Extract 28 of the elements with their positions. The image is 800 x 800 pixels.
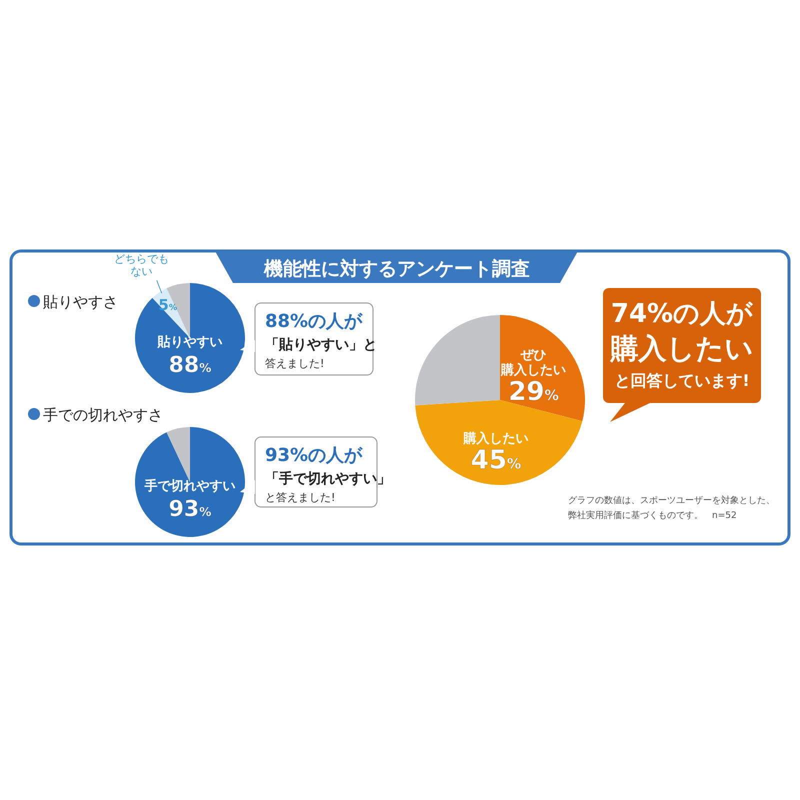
text: 貼りやすさ [43, 293, 118, 311]
pie-slice [135, 427, 245, 537]
pie-slice [415, 400, 582, 485]
text: 「手で切れやすい」 [265, 470, 391, 487]
slice-label: ぜひ購入したい [500, 348, 566, 378]
slice-label: 手で切れやすい [144, 478, 236, 494]
data-label: 93% [168, 497, 212, 522]
data-label: 29% [508, 376, 559, 407]
text: 74%の人が [610, 299, 754, 329]
data-label: 5% [158, 296, 178, 314]
text: 購入したい [610, 332, 754, 365]
slice-label: 貼りやすい [156, 335, 222, 350]
text: 機能性に対するアンケート調査 [263, 258, 530, 280]
pie-slice [415, 315, 500, 406]
text: 答えました! [265, 357, 324, 370]
pie-slice [135, 283, 245, 393]
text: 「貼りやすい」と [265, 337, 377, 353]
text: 93%の人が [265, 445, 364, 466]
text: と回答しています! [614, 371, 750, 390]
slice-label: 購入したい [462, 430, 528, 446]
data-label: 88% [168, 353, 212, 378]
text: グラフの数値は、スポーツユーザーを対象とした、 [568, 495, 775, 506]
data-label: 45% [470, 445, 522, 476]
text: 弊社実用評価に基づくものです。 n=52 [568, 510, 737, 521]
chart-title: 手での切れやすさ [43, 406, 163, 424]
text: と答えました! [265, 491, 336, 504]
text: 88%の人が [265, 311, 364, 332]
slice-label: どちらでもない [114, 252, 170, 278]
